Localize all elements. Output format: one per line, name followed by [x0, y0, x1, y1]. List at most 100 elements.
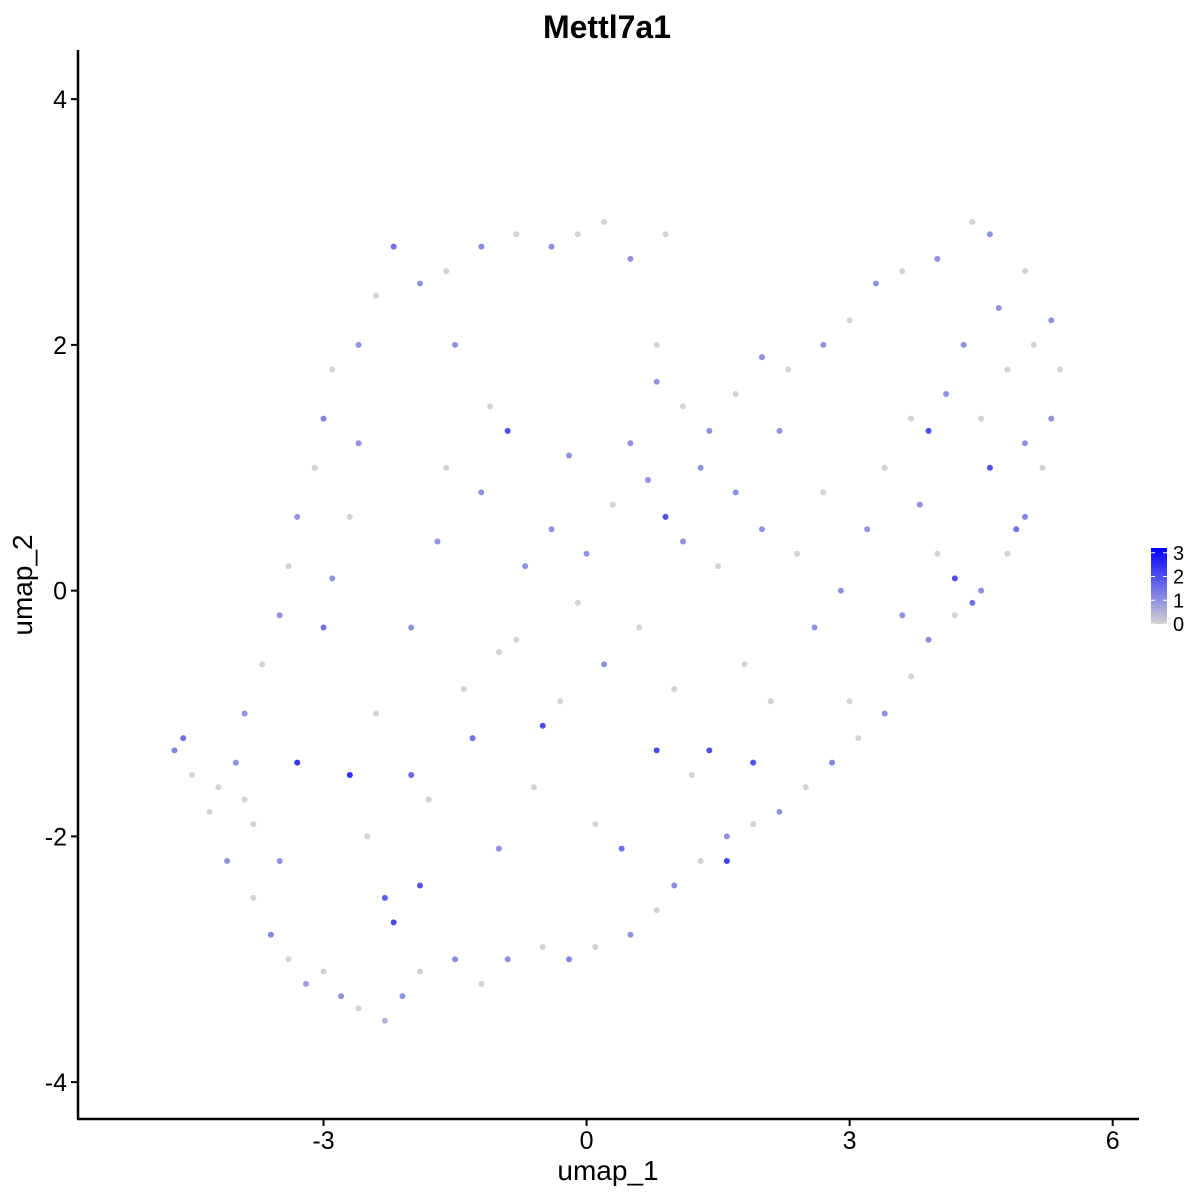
cell-point [680, 538, 687, 545]
cell-point [662, 231, 669, 238]
cell-point [592, 821, 599, 828]
cell-point [969, 219, 976, 226]
cell-point [934, 255, 941, 262]
cell-point [627, 255, 634, 262]
cell-point [566, 956, 573, 963]
cell-point [408, 771, 415, 778]
cell-point [381, 894, 388, 901]
cell-point [320, 415, 327, 422]
cell-point [425, 796, 432, 803]
cell-point [1030, 341, 1037, 348]
cell-point [627, 440, 634, 447]
cell-point [276, 857, 283, 864]
cell-point [750, 821, 757, 828]
cell-point [978, 587, 985, 594]
cell-point [758, 354, 765, 361]
cell-point [978, 415, 985, 422]
cell-point [416, 280, 423, 287]
legend-colorbar [1151, 548, 1167, 624]
cell-point [583, 550, 590, 557]
cell-point [443, 464, 450, 471]
cell-point [908, 673, 915, 680]
cell-point [399, 993, 406, 1000]
cell-point [899, 268, 906, 275]
cell-point [1048, 415, 1055, 422]
cell-point [653, 907, 660, 914]
cell-point [1022, 268, 1029, 275]
cell-point [539, 722, 546, 729]
cell-point [732, 489, 739, 496]
x-axis-ticks: -3 0 3 6 [312, 1119, 1120, 1155]
cell-point [601, 219, 608, 226]
cell-point [250, 821, 257, 828]
cell-point [557, 698, 564, 705]
cell-point [653, 747, 660, 754]
cell-point [846, 698, 853, 705]
cell-point [609, 501, 616, 508]
cell-point [943, 391, 950, 398]
cell-point [311, 464, 318, 471]
cell-point [539, 943, 546, 950]
cell-point [750, 759, 757, 766]
cell-point [820, 341, 827, 348]
cell-point [381, 1017, 388, 1024]
cell-point [495, 845, 502, 852]
cell-point [294, 759, 301, 766]
cell-point [530, 784, 537, 791]
x-tick-label: -3 [312, 1127, 334, 1155]
cell-point [574, 231, 581, 238]
legend-label: 2 [1173, 567, 1184, 589]
cell-point [662, 513, 669, 520]
cell-point [837, 587, 844, 594]
cell-point [224, 857, 231, 864]
cell-point [320, 624, 327, 631]
cell-point [504, 956, 511, 963]
cell-point [215, 784, 222, 791]
cell-point [881, 464, 888, 471]
cell-point [1022, 440, 1029, 447]
x-axis-title: umap_1 [557, 1155, 658, 1186]
cell-point [513, 231, 520, 238]
cell-point [285, 956, 292, 963]
cell-point [241, 796, 248, 803]
cell-point [899, 612, 906, 619]
cell-point [1048, 317, 1055, 324]
cell-point [644, 477, 651, 484]
cell-points [171, 219, 1064, 1024]
cell-point [232, 759, 239, 766]
cell-point [241, 710, 248, 717]
cell-point [715, 563, 722, 570]
legend-label: 3 [1173, 543, 1184, 565]
cell-point [925, 427, 932, 434]
y-tick-label: 0 [53, 578, 67, 606]
cell-point [723, 833, 730, 840]
cell-point [811, 624, 818, 631]
cell-point [390, 919, 397, 926]
y-tick-label: -4 [45, 1069, 67, 1097]
cell-point [460, 685, 467, 692]
cell-point [478, 489, 485, 496]
cell-point [986, 231, 993, 238]
cell-point [864, 526, 871, 533]
cell-point [1004, 550, 1011, 557]
cell-point [908, 415, 915, 422]
cell-point [1039, 464, 1046, 471]
cell-point [986, 464, 993, 471]
cell-point [259, 661, 266, 668]
cell-point [776, 808, 783, 815]
cell-point [653, 378, 660, 385]
cell-point [373, 710, 380, 717]
cell-point [951, 612, 958, 619]
x-tick-label: 6 [1106, 1127, 1120, 1155]
legend-label: 0 [1173, 614, 1184, 636]
cell-point [416, 882, 423, 889]
cell-point [355, 1005, 362, 1012]
cell-point [1057, 366, 1064, 373]
y-tick-label: 2 [53, 332, 67, 360]
cell-point [697, 464, 704, 471]
cell-point [495, 649, 502, 656]
cell-point [443, 268, 450, 275]
cell-point [416, 968, 423, 975]
cell-point [302, 980, 309, 987]
